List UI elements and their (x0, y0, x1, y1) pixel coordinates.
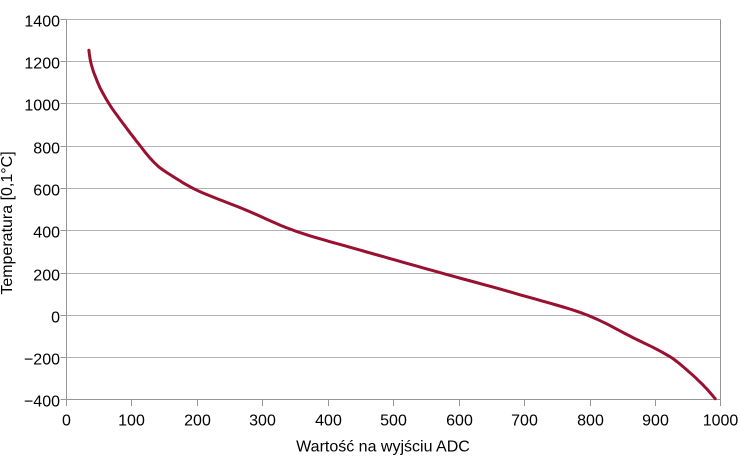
svg-text:0: 0 (51, 310, 60, 327)
svg-text:Wartość na wyjściu ADC: Wartość na wyjściu ADC (296, 439, 470, 456)
svg-text:800: 800 (577, 413, 604, 430)
svg-text:400: 400 (33, 225, 60, 242)
svg-text:200: 200 (33, 268, 60, 285)
svg-text:−400: −400 (24, 394, 60, 411)
svg-text:700: 700 (511, 413, 538, 430)
svg-text:1400: 1400 (24, 14, 60, 31)
svg-text:400: 400 (315, 413, 342, 430)
svg-text:0: 0 (62, 413, 71, 430)
svg-text:500: 500 (380, 413, 407, 430)
svg-text:Temperatura [0,1°C]: Temperatura [0,1°C] (0, 151, 16, 294)
svg-text:600: 600 (446, 413, 473, 430)
svg-text:1000: 1000 (24, 98, 60, 115)
svg-text:300: 300 (249, 413, 276, 430)
svg-text:200: 200 (184, 413, 211, 430)
svg-text:1000: 1000 (703, 413, 739, 430)
svg-text:900: 900 (642, 413, 669, 430)
svg-text:−200: −200 (24, 352, 60, 369)
svg-text:800: 800 (33, 141, 60, 158)
svg-text:100: 100 (118, 413, 145, 430)
svg-text:600: 600 (33, 183, 60, 200)
svg-text:1200: 1200 (24, 56, 60, 73)
